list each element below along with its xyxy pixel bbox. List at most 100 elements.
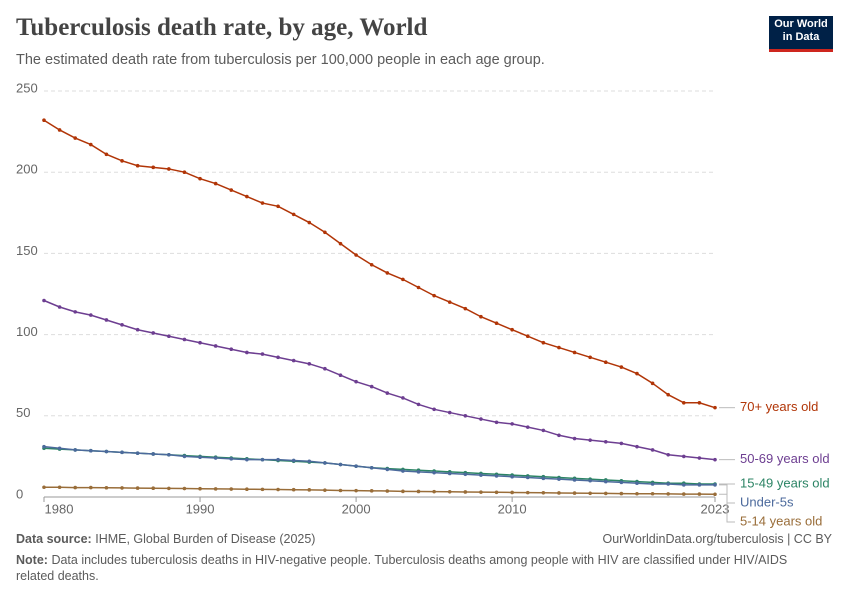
data-point xyxy=(385,489,390,493)
data-point xyxy=(541,428,546,433)
data-point xyxy=(697,492,702,496)
source-label: Data source: xyxy=(16,532,92,546)
data-point xyxy=(369,384,374,389)
data-point xyxy=(245,457,249,462)
data-point xyxy=(681,483,686,487)
data-point xyxy=(494,490,499,495)
data-point xyxy=(525,334,530,339)
data-point xyxy=(416,402,421,407)
data-point xyxy=(213,456,218,460)
data-point xyxy=(557,491,561,495)
data-point xyxy=(260,352,265,356)
data-point xyxy=(416,285,421,290)
data-point xyxy=(135,327,140,332)
data-point xyxy=(713,492,717,497)
data-point xyxy=(198,486,202,491)
data-point xyxy=(276,355,280,360)
data-point xyxy=(588,438,592,442)
data-point xyxy=(135,163,140,168)
data-point xyxy=(73,136,78,140)
data-point xyxy=(447,471,452,476)
data-point xyxy=(557,433,561,438)
data-point xyxy=(697,456,702,460)
data-point xyxy=(73,448,78,452)
x-tick-label: 2010 xyxy=(498,501,527,516)
data-point xyxy=(198,340,202,345)
data-point xyxy=(135,451,140,455)
data-point xyxy=(463,472,468,477)
data-point xyxy=(104,152,109,157)
data-point xyxy=(291,487,296,492)
data-point xyxy=(291,212,296,217)
data-point xyxy=(494,420,499,425)
y-tick-label: 150 xyxy=(16,243,38,258)
data-point xyxy=(603,360,608,365)
data-point xyxy=(213,487,218,491)
data-point xyxy=(198,176,202,181)
x-tick-label: 2023 xyxy=(701,501,730,516)
series-line xyxy=(43,299,716,461)
data-point xyxy=(432,489,436,494)
title: Tuberculosis death rate, by age, World xyxy=(16,14,428,41)
legend-label: 5-14 years old xyxy=(740,513,822,528)
data-point xyxy=(338,373,343,378)
data-point xyxy=(416,470,421,474)
data-point xyxy=(307,488,312,492)
data-point xyxy=(713,483,717,487)
series-line xyxy=(44,486,716,495)
data-point xyxy=(479,417,483,421)
data-point xyxy=(276,204,280,209)
data-point xyxy=(494,321,499,326)
data-point xyxy=(307,459,312,464)
data-point xyxy=(354,488,358,493)
data-point xyxy=(89,485,93,490)
data-point xyxy=(447,490,452,494)
data-point xyxy=(167,486,171,491)
data-point xyxy=(338,488,343,493)
data-point xyxy=(525,425,530,429)
data-point xyxy=(57,446,62,451)
data-point xyxy=(104,485,109,490)
x-tick-label: 2000 xyxy=(342,501,371,516)
x-tick-label: 1980 xyxy=(45,501,74,516)
data-point xyxy=(666,392,670,397)
data-point xyxy=(57,305,62,309)
url[interactable]: OurWorldinData.org/tuberculosis | CC BY xyxy=(602,532,833,546)
data-point xyxy=(603,439,608,444)
data-point xyxy=(541,490,546,495)
data-point xyxy=(385,391,390,395)
series-line xyxy=(43,445,715,486)
data-point xyxy=(260,457,265,462)
data-point xyxy=(697,401,702,405)
data-point xyxy=(401,277,405,282)
data-point xyxy=(557,477,561,481)
data-point xyxy=(42,298,46,303)
data-point xyxy=(447,300,452,304)
data-point xyxy=(167,334,171,339)
data-point xyxy=(182,486,187,491)
data-point xyxy=(385,467,390,472)
data-point xyxy=(619,365,624,369)
data-point xyxy=(369,489,374,493)
data-point xyxy=(213,181,218,186)
data-point xyxy=(635,481,639,485)
data-point xyxy=(73,485,78,490)
data-point xyxy=(572,350,577,355)
note-label: Note: xyxy=(16,553,48,567)
subtitle: The estimated death rate from tuberculos… xyxy=(16,52,545,68)
data-point xyxy=(104,318,109,322)
data-point xyxy=(619,441,624,446)
logo[interactable]: Our World in Data xyxy=(769,16,833,52)
data-point xyxy=(697,483,702,487)
data-point xyxy=(650,448,655,452)
data-point xyxy=(447,410,452,415)
data-point xyxy=(572,436,577,441)
data-point xyxy=(541,340,546,345)
data-point xyxy=(57,128,62,132)
data-point xyxy=(89,448,93,453)
data-point xyxy=(401,489,405,494)
data-point xyxy=(229,347,234,352)
data-point xyxy=(120,159,124,163)
data-point xyxy=(666,482,670,486)
data-point xyxy=(260,487,265,492)
